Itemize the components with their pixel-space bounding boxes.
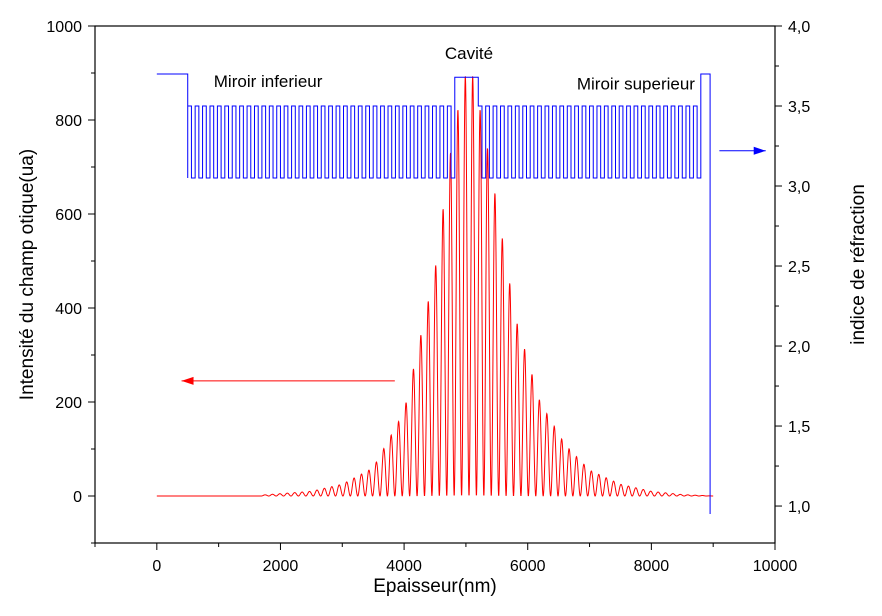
- axis-labels: 0 2000 4000 6000 8000 10000 0 200 400 600 800 1000 1…: [17, 19, 869, 597]
- arrow-head: [181, 376, 194, 385]
- annotation-label: Miroir superieur: [577, 74, 695, 93]
- y-left-tick-label: 1000: [46, 19, 82, 36]
- data-lines: [156, 73, 714, 515]
- axis-ticks: [88, 25, 782, 550]
- y-right-tick-label: 1,5: [788, 419, 810, 436]
- y-right-tick-label: 2,5: [788, 259, 810, 276]
- y-left-tick-label: 400: [55, 301, 82, 318]
- y-right-tick-label: 2,0: [788, 339, 810, 356]
- annotations: Miroir inferieur Cavité Miroir superieur: [214, 44, 696, 94]
- series-intensity-line: [156, 76, 714, 497]
- y-right-tick-label: 1,0: [788, 499, 810, 516]
- annotation-label: Cavité: [445, 44, 493, 63]
- y-left-axis-title: Intensité du champ otique(ua): [17, 149, 38, 400]
- x-tick-label: 8000: [634, 558, 670, 575]
- x-tick-label: 4000: [386, 558, 422, 575]
- y-left-tick-label: 0: [73, 489, 82, 506]
- x-tick-label: 0: [152, 558, 161, 575]
- y-right-tick-label: 3,0: [788, 179, 810, 196]
- x-tick-label: 2000: [263, 558, 299, 575]
- annotation-label: Miroir inferieur: [214, 72, 323, 91]
- y-right-tick-label: 4,0: [788, 19, 810, 36]
- y-left-tick-label: 600: [55, 207, 82, 224]
- plot-frame: [94, 25, 776, 544]
- x-tick-label: 6000: [510, 558, 546, 575]
- y-left-tick-label: 200: [55, 395, 82, 412]
- y-right-tick-label: 3,5: [788, 99, 810, 116]
- y-left-tick-label: 800: [55, 113, 82, 130]
- axis-arrows: [181, 146, 766, 385]
- arrow-head: [753, 146, 766, 155]
- y-right-axis-title: indice de réfraction: [848, 184, 869, 345]
- x-axis-title: Epaisseur(nm): [373, 576, 497, 597]
- series-index-line: [156, 73, 711, 515]
- x-tick-label: 10000: [753, 558, 798, 575]
